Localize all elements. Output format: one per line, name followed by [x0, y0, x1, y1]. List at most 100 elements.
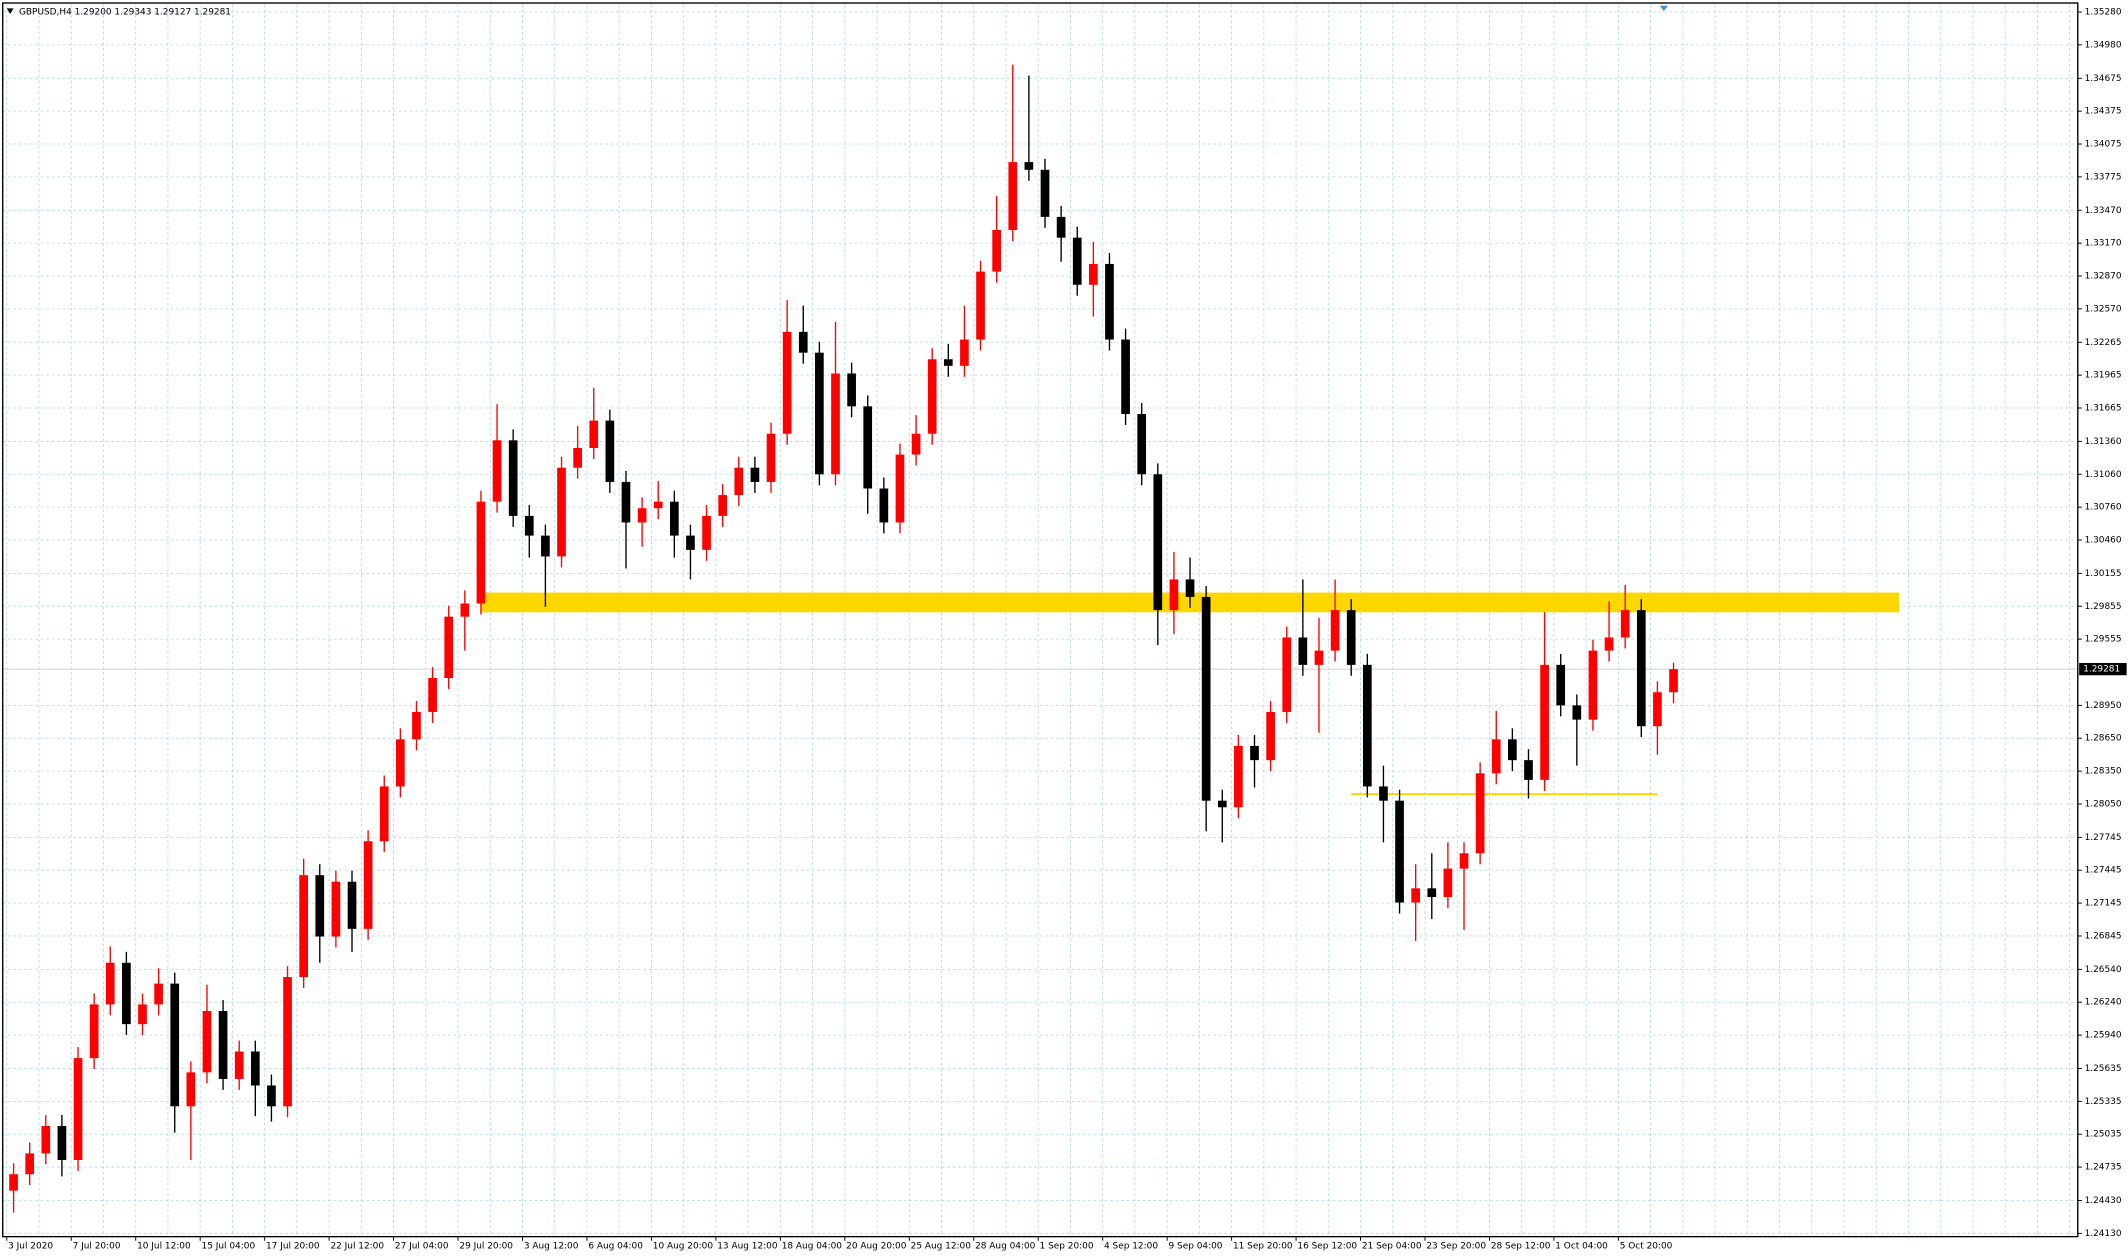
y-tick-label: 1.34375	[2085, 107, 2122, 117]
candle-body	[1443, 868, 1453, 898]
candle-body	[943, 359, 953, 366]
candle-body	[460, 603, 470, 617]
x-tick-label: 3 Aug 12:00	[524, 1242, 579, 1252]
x-tick-label: 1 Oct 04:00	[1555, 1242, 1608, 1252]
x-tick-label: 27 Jul 04:00	[395, 1242, 449, 1252]
y-tick-label: 1.32870	[2085, 272, 2122, 282]
y-tick-label: 1.25635	[2085, 1064, 2122, 1074]
plot-frame	[2, 2, 2079, 1238]
shift-marker	[1659, 5, 1668, 12]
candle-body	[25, 1153, 35, 1175]
y-tick-label: 1.31360	[2085, 437, 2122, 447]
x-tick-label: 20 Aug 20:00	[846, 1242, 907, 1252]
candle-body	[1395, 800, 1404, 903]
candle-body	[1089, 263, 1098, 285]
candle-body	[9, 1174, 18, 1191]
candle-body	[331, 881, 341, 937]
current-price-box	[2079, 663, 2127, 676]
y-tick-label: 1.27445	[2085, 866, 2122, 876]
candle-body	[1282, 637, 1292, 712]
candle-body	[1427, 888, 1437, 898]
candle-body	[1266, 711, 1275, 761]
y-tick-label: 1.31965	[2085, 371, 2122, 381]
x-tick-label: 1 Sep 20:00	[1040, 1242, 1094, 1252]
y-tick-label: 1.27745	[2085, 833, 2122, 843]
candle-body	[396, 739, 405, 787]
y-tick-label: 1.33470	[2085, 206, 2122, 216]
y-tick-label: 1.24735	[2085, 1163, 2122, 1173]
x-tick-label: 28 Aug 04:00	[975, 1242, 1036, 1252]
candle-body	[831, 373, 840, 475]
x-tick-label: 16 Sep 12:00	[1297, 1242, 1357, 1252]
candle-body	[1572, 705, 1582, 720]
y-tick-label: 1.34980	[2085, 40, 2122, 50]
x-tick-label: 28 Sep 12:00	[1491, 1242, 1551, 1252]
candle-body	[1169, 579, 1179, 611]
x-tick-label: 10 Jul 12:00	[137, 1242, 191, 1252]
candle-body	[895, 454, 905, 523]
candle-body	[541, 535, 550, 557]
candle-body	[1636, 610, 1646, 727]
x-tick-label: 6 Aug 04:00	[588, 1242, 643, 1252]
candle-body	[863, 406, 873, 489]
candle-body	[428, 678, 437, 712]
y-tick-label: 1.28050	[2085, 799, 2122, 809]
candle-body	[1362, 664, 1372, 787]
candle-body	[1008, 162, 1018, 231]
x-tick-label: 23 Sep 20:00	[1426, 1242, 1486, 1252]
candle-body	[347, 881, 357, 929]
candle-body	[573, 447, 582, 468]
candle-body	[605, 420, 615, 482]
candle-body	[1524, 760, 1533, 780]
candle-body	[1379, 786, 1388, 801]
x-tick-label: 3 Jul 2020	[8, 1242, 53, 1252]
x-tick-label: 7 Jul 20:00	[73, 1242, 121, 1252]
y-tick-label: 1.26845	[2085, 931, 2122, 941]
y-tick-label: 1.34675	[2085, 74, 2122, 84]
y-tick-label: 1.25035	[2085, 1130, 2122, 1140]
candle-body	[1105, 263, 1114, 340]
menu-arrow[interactable]	[6, 8, 14, 14]
candle-body	[299, 875, 309, 978]
x-tick-label: 22 Jul 12:00	[330, 1242, 384, 1252]
candle-body	[1250, 745, 1259, 761]
candle-body	[1508, 739, 1517, 761]
candle-body	[234, 1051, 244, 1079]
y-tick-label: 1.29855	[2085, 602, 2122, 612]
candle-body	[1056, 216, 1066, 238]
y-tick-label: 1.26540	[2085, 965, 2122, 975]
y-tick-label: 1.30155	[2085, 569, 2122, 579]
candle-body	[1588, 650, 1598, 720]
candle-body	[653, 501, 663, 509]
x-tick-label: 15 Jul 04:00	[202, 1242, 256, 1252]
candle-body	[960, 339, 969, 366]
y-tick-label: 1.27145	[2085, 899, 2122, 909]
candle-body	[879, 488, 889, 523]
candle-body	[1121, 339, 1130, 415]
candle-body	[637, 508, 647, 523]
x-tick-label: 21 Sep 04:00	[1362, 1242, 1422, 1252]
x-tick-label: 11 Sep 20:00	[1233, 1242, 1293, 1252]
y-tick-label: 1.34075	[2085, 140, 2122, 150]
candle-body	[186, 1072, 196, 1107]
candle-body	[589, 420, 599, 448]
y-tick-label: 1.24430	[2085, 1196, 2122, 1206]
x-tick-label: 25 Aug 12:00	[911, 1242, 972, 1252]
candle-body	[267, 1085, 276, 1107]
candle-body	[1556, 664, 1566, 706]
candle-body	[1298, 637, 1308, 665]
candle-body	[73, 1058, 83, 1160]
candle-body	[1137, 414, 1147, 475]
y-tick-label: 1.30460	[2085, 535, 2122, 545]
y-tick-label: 1.24130	[2085, 1229, 2122, 1239]
candle-body	[524, 515, 534, 536]
candle-body	[1201, 596, 1211, 801]
axes: 1.35280 1.34980 1.34675 1.34375 1.34075 1.337…	[6, 8, 2127, 1252]
x-tick-label: 9 Sep 04:00	[1169, 1242, 1223, 1252]
candle-body	[1024, 162, 1034, 170]
candle-body	[911, 433, 921, 455]
candle-body	[992, 230, 1001, 272]
candle-body	[686, 535, 695, 550]
candle-body	[669, 501, 679, 536]
